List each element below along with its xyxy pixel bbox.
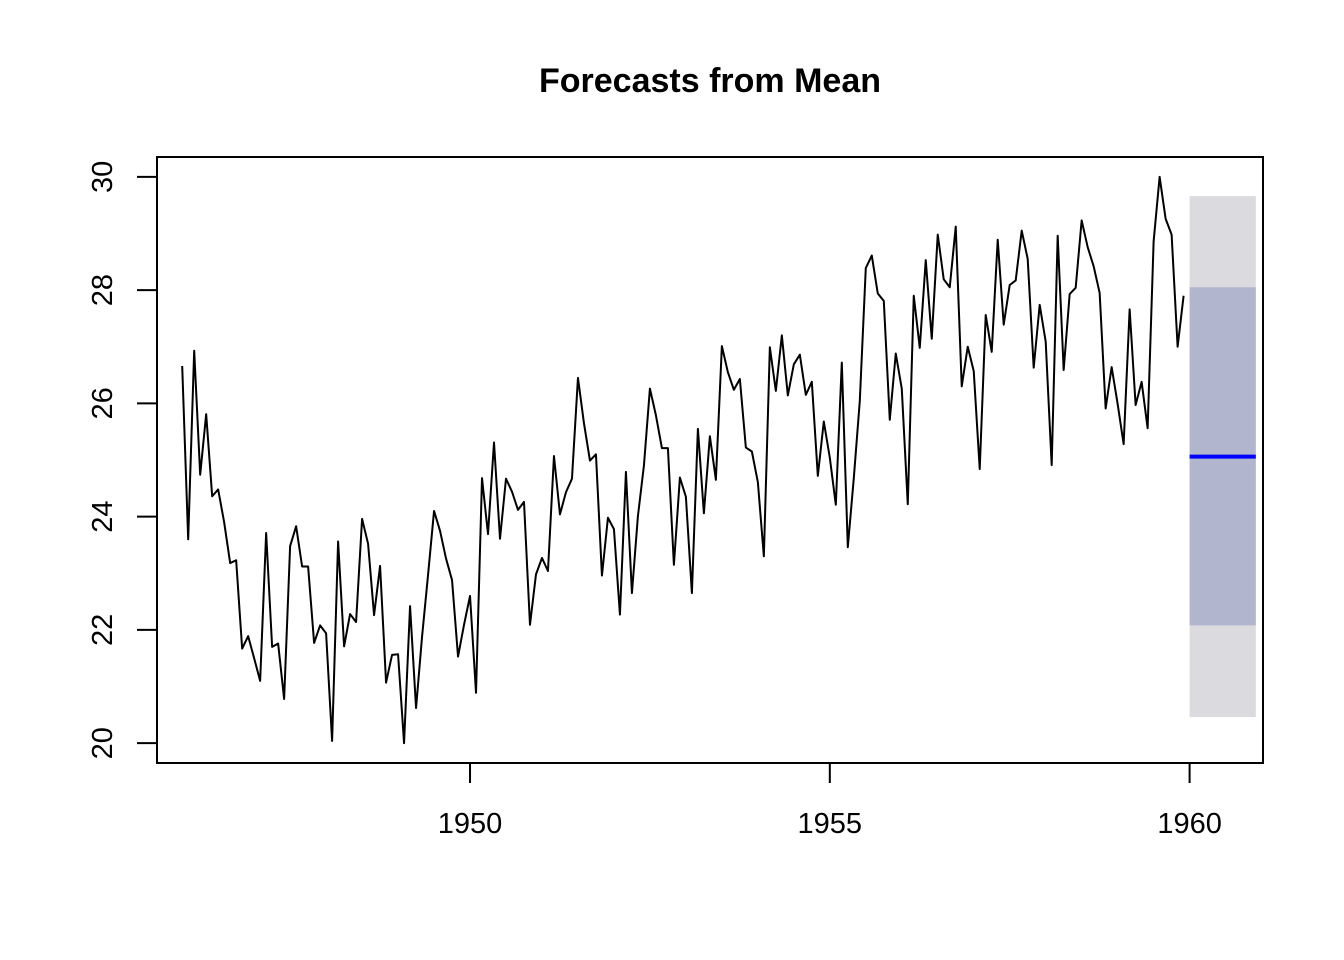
y-tick-label: 24 xyxy=(87,501,119,533)
axes: 1950 1955 1960 20 22 24 26 28 30 xyxy=(87,161,1222,840)
x-tick-label: 1955 xyxy=(798,808,863,840)
y-tick-label: 26 xyxy=(87,387,119,419)
chart-title: Forecasts from Mean xyxy=(539,62,881,100)
x-tick-label: 1960 xyxy=(1157,808,1222,840)
y-tick-label: 30 xyxy=(87,161,119,193)
plot-frame xyxy=(156,156,1264,764)
y-tick-label: 28 xyxy=(87,274,119,306)
x-tick-label: 1950 xyxy=(438,808,503,840)
y-tick-label: 22 xyxy=(87,614,119,646)
plot-area xyxy=(181,175,1256,745)
observed-series-line xyxy=(181,175,1185,745)
y-tick-label: 20 xyxy=(87,727,119,759)
